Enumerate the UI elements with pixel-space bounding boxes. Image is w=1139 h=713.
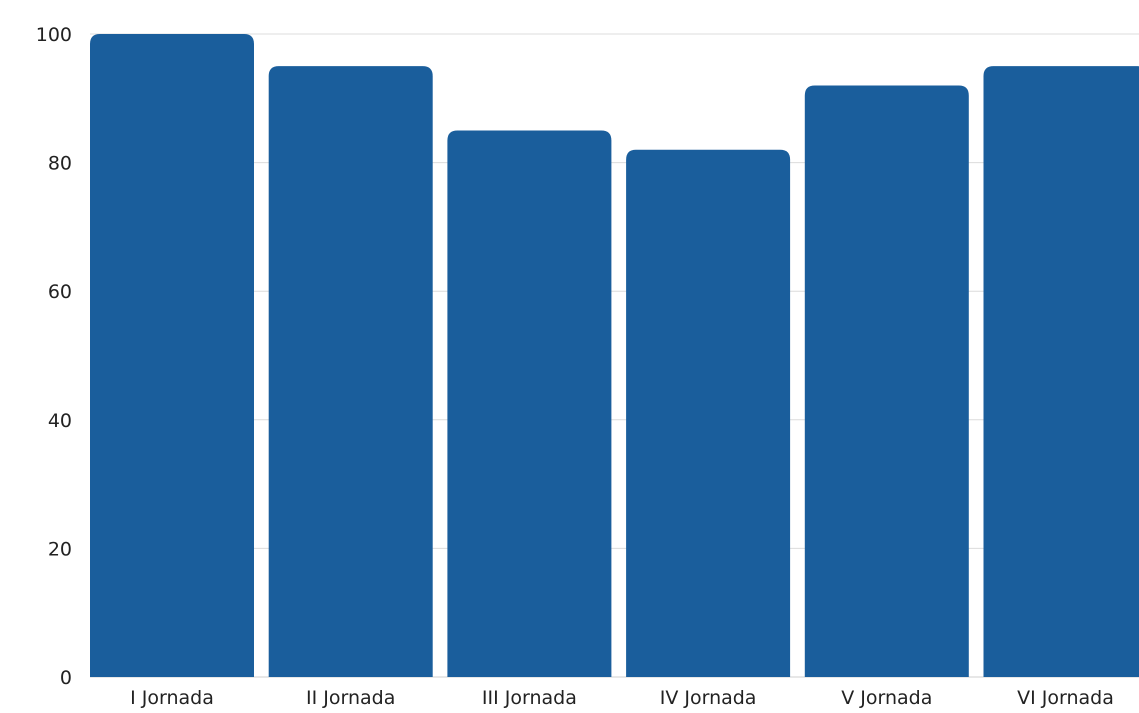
x-tick-label: III Jornada	[482, 687, 577, 709]
y-tick-label: 40	[48, 410, 72, 432]
x-tick-label: V Jornada	[841, 687, 932, 709]
x-tick-label: VI Jornada	[1017, 687, 1114, 709]
y-tick-label: 60	[48, 281, 72, 303]
bar-3	[447, 130, 612, 677]
x-axis-ticks: I Jornada II Jornada III Jornada IV Jornada…	[130, 687, 1114, 709]
x-tick-label: IV Jornada	[660, 687, 757, 709]
bars	[90, 34, 1139, 678]
bar-5	[804, 85, 969, 677]
y-tick-label: 20	[48, 538, 72, 560]
bar-2	[268, 66, 433, 677]
y-axis-ticks: 0 20 40 60 80 100	[36, 24, 72, 689]
y-tick-label: 0	[60, 667, 72, 689]
y-tick-label: 100	[36, 24, 72, 46]
x-tick-label: I Jornada	[130, 687, 214, 709]
bar-1	[90, 34, 254, 677]
bar-4	[626, 149, 791, 678]
x-tick-label: II Jornada	[306, 687, 395, 709]
bar-6	[983, 66, 1139, 677]
y-tick-label: 80	[48, 153, 72, 175]
